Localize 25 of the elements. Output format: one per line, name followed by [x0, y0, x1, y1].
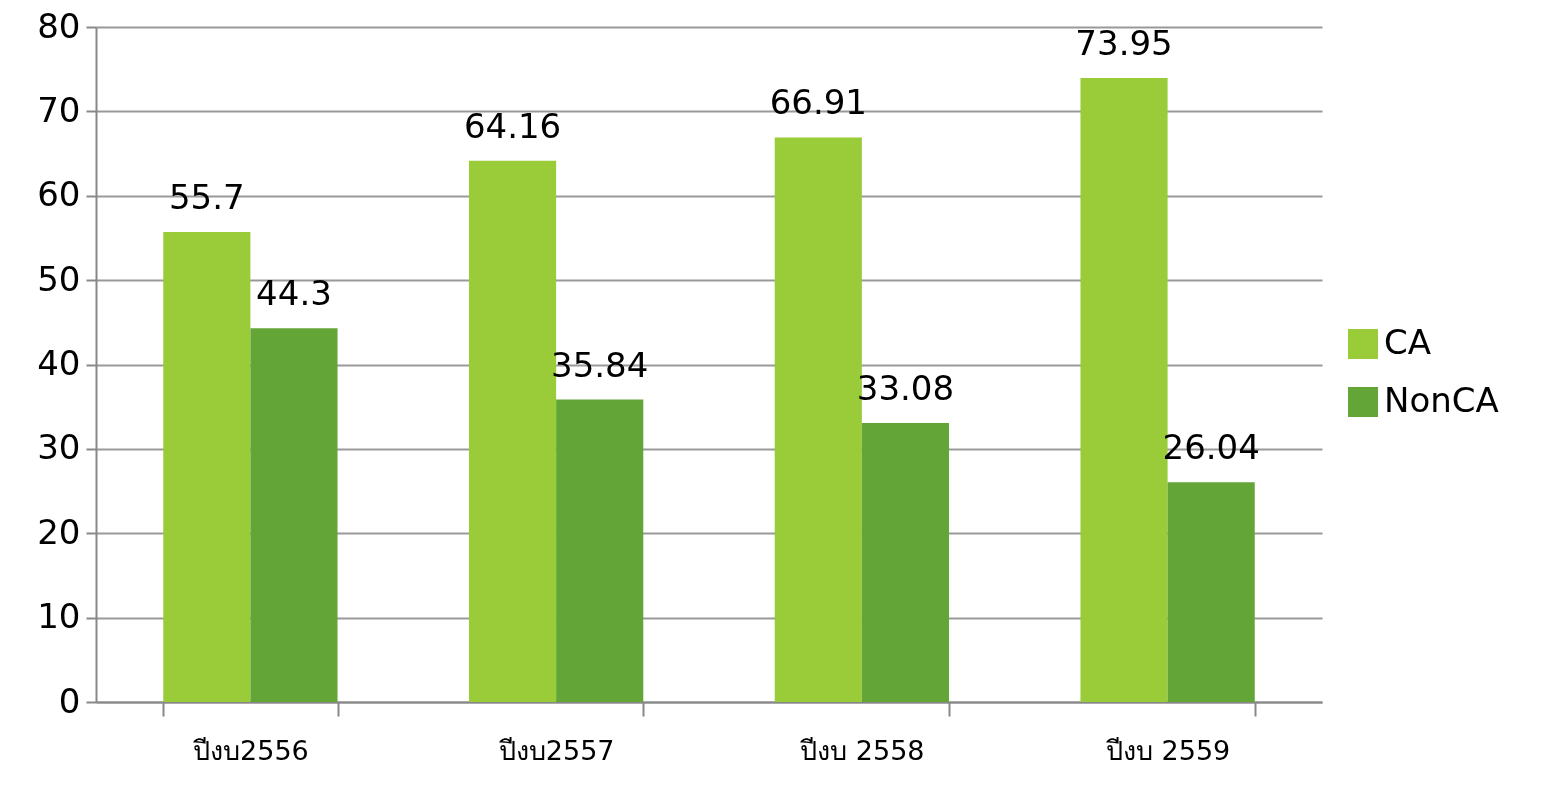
- x-tick-label: ปีงบ2557: [498, 734, 615, 766]
- legend-label: NonCA: [1384, 380, 1499, 420]
- bar: [1167, 482, 1255, 702]
- y-tick-label: 50: [37, 258, 81, 299]
- bar: [163, 232, 251, 702]
- data-label: 64.16: [463, 105, 562, 146]
- x-tick-label: ปีงบ 2558: [800, 734, 925, 766]
- y-tick-label: 10: [37, 596, 81, 637]
- y-tick-label: 60: [37, 174, 81, 215]
- data-label: 66.91: [769, 82, 867, 123]
- data-label: 55.7: [168, 177, 245, 218]
- bar: [861, 422, 949, 702]
- y-tick-label: 80: [37, 5, 81, 46]
- y-tick-label: 0: [58, 680, 81, 721]
- legend-label: CA: [1384, 322, 1431, 362]
- data-label: 73.95: [1075, 23, 1173, 64]
- x-tick-label: ปีงบ 2559: [1105, 734, 1231, 766]
- y-tick-label: 40: [37, 343, 81, 383]
- y-tick-label: 70: [37, 89, 81, 130]
- y-tick-label: 20: [37, 511, 81, 552]
- y-tick-label: 30: [37, 427, 81, 468]
- data-label: 44.3: [256, 273, 332, 314]
- bar: [556, 399, 644, 702]
- bar: [250, 328, 338, 702]
- x-tick-label: ปีงบ2556: [193, 734, 309, 766]
